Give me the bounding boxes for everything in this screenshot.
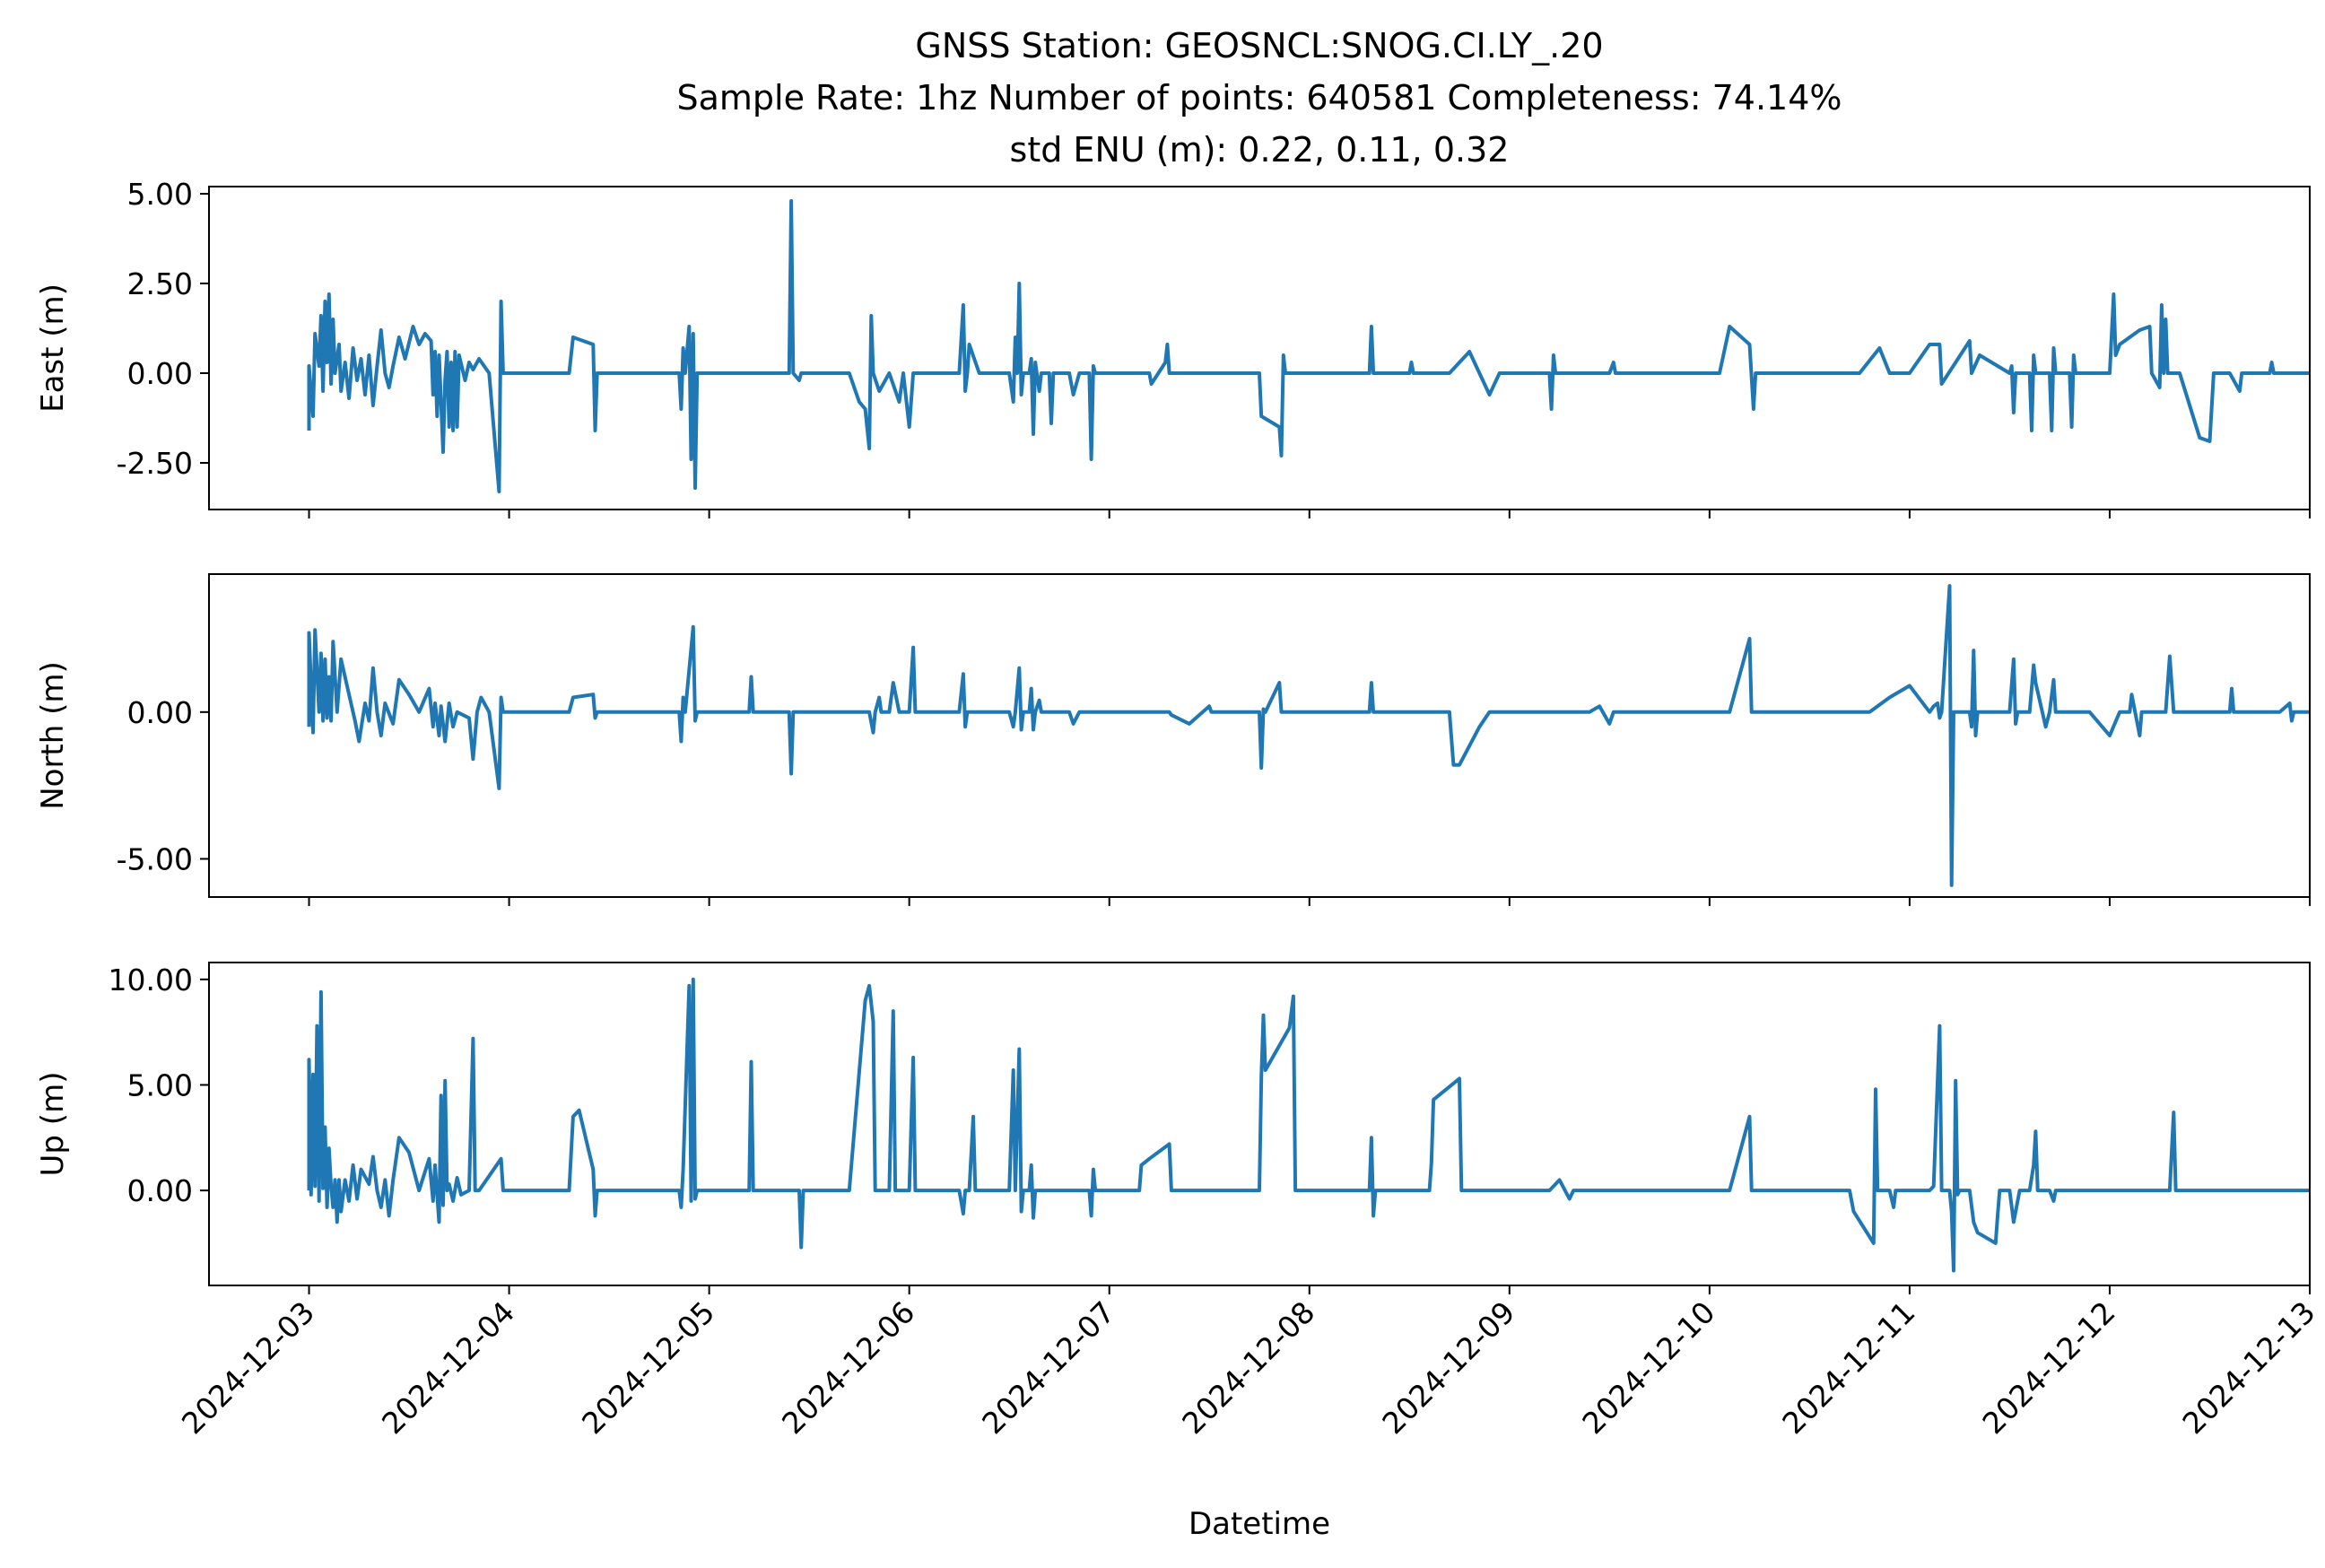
panel-frame-north — [208, 573, 2311, 898]
y-tick-label-up: 0.00 — [127, 1173, 193, 1208]
panel-frame-east — [208, 186, 2311, 510]
y-axis-label-up: Up (m) — [35, 1072, 71, 1177]
series-line-up — [307, 977, 2310, 1273]
chart-title-line-2: Sample Rate: 1hz Number of points: 64058… — [677, 78, 1842, 118]
chart-title-line-3: std ENU (m): 0.22, 0.11, 0.32 — [1010, 130, 1510, 170]
y-tick-label-north: -5.00 — [117, 841, 193, 876]
y-tick-label-east: 0.00 — [127, 356, 193, 391]
y-axis-label-north: North (m) — [35, 661, 71, 810]
y-tick-label-up: 10.00 — [109, 963, 193, 997]
panel-up: 10.00 5.00 0.00 Up (m) — [35, 962, 2311, 1294]
y-tick-label-up: 5.00 — [127, 1067, 193, 1102]
panel-east: 5.00 2.50 0.00 -2.50 East (m) — [35, 177, 2311, 518]
series-line-north — [307, 584, 2310, 887]
x-axis-label: Datetime — [1189, 1506, 1330, 1542]
y-tick-label-east: 5.00 — [127, 177, 193, 212]
y-tick-label-north: 0.00 — [127, 695, 193, 730]
series-line-east — [307, 199, 2310, 493]
panel-north: 0.00 -5.00 North (m) — [35, 573, 2311, 906]
chart-title-line-1: GNSS Station: GEOSNCL:SNOG.CI.LY_.20 — [915, 26, 1603, 65]
y-tick-label-east: -2.50 — [117, 446, 193, 481]
y-axis-label-east: East (m) — [35, 283, 71, 413]
y-tick-label-east: 2.50 — [127, 266, 193, 301]
panel-frame-up — [208, 962, 2311, 1286]
